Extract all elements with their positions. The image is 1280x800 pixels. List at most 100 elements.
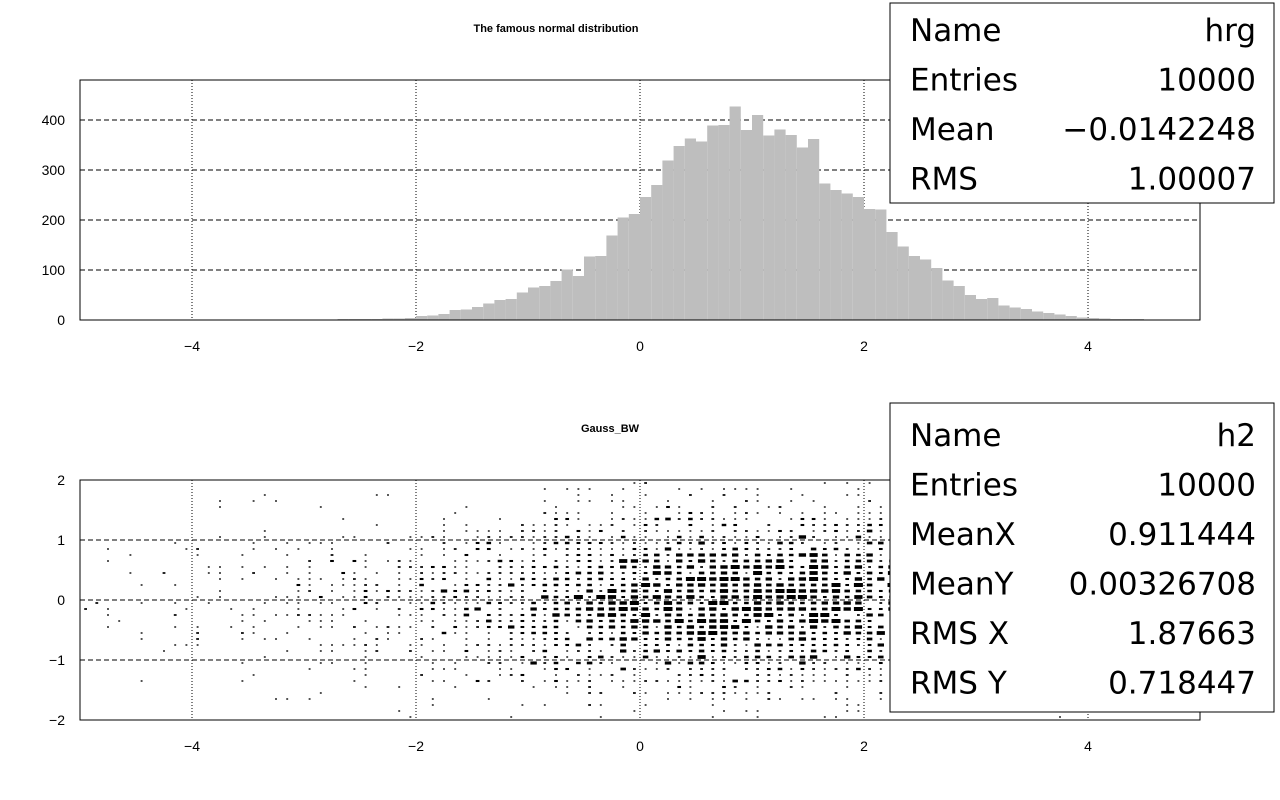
scatter-point — [364, 584, 367, 586]
scatter-point — [879, 638, 882, 640]
scatter-point — [767, 548, 771, 550]
scatter-point — [107, 560, 109, 562]
scatter-point — [263, 656, 266, 658]
histogram-bar — [1065, 316, 1077, 320]
scatter-point — [777, 541, 783, 545]
scatter-point — [487, 530, 490, 532]
scatter-point — [241, 680, 244, 682]
scatter-point — [553, 625, 559, 629]
scatter-point — [566, 650, 569, 652]
scatter-point — [676, 589, 682, 593]
scatter-point — [700, 680, 703, 682]
scatter-point — [655, 614, 659, 616]
scatter-point — [474, 607, 481, 611]
scatter-point — [800, 643, 805, 647]
scatter-point — [698, 541, 705, 545]
scatter-point — [387, 632, 389, 634]
scatter-point — [532, 620, 535, 622]
scatter-point — [308, 566, 311, 568]
scatter-point — [834, 560, 838, 562]
scatter-point — [308, 620, 311, 622]
scatter-point — [753, 589, 762, 593]
histogram-bar — [1099, 318, 1111, 320]
scatter-point — [765, 589, 772, 593]
scatter-point — [798, 637, 807, 641]
scatter-point — [689, 542, 692, 544]
scatter-point — [553, 661, 559, 665]
scatter-point — [654, 559, 660, 563]
scatter-point — [879, 692, 883, 694]
scatter-point — [642, 625, 649, 629]
scatter-point — [588, 668, 591, 670]
scatter-point — [678, 530, 681, 532]
scatter-point — [810, 595, 817, 599]
scatter-point — [721, 523, 727, 527]
scatter-point — [588, 524, 591, 526]
scatter-grid — [80, 480, 1200, 720]
scatter-point — [754, 559, 761, 563]
scatter-point — [633, 554, 636, 556]
scatter-point — [599, 548, 602, 550]
scatter-point — [442, 602, 446, 604]
scatter-point — [219, 506, 221, 508]
scatter-point — [686, 625, 695, 629]
scatter-point — [509, 602, 513, 604]
scatter-point — [566, 692, 569, 694]
scatter-point — [710, 637, 715, 641]
scatter-point — [631, 583, 638, 587]
scatter-point — [499, 536, 501, 538]
scatter-point — [831, 583, 841, 587]
scatter-point — [219, 500, 221, 502]
scatter-point — [788, 577, 795, 581]
scatter-point — [823, 506, 826, 508]
scatter-point — [420, 620, 423, 622]
stats-label: Mean — [910, 112, 994, 148]
scatter-point — [364, 554, 367, 556]
scatter-point — [720, 637, 728, 641]
scatter-point — [465, 644, 468, 646]
histogram-bar — [684, 138, 696, 320]
scatter-point — [835, 512, 837, 514]
scatter-point — [655, 668, 658, 670]
scatter-point — [587, 613, 592, 617]
scatter-point — [586, 619, 593, 623]
scatter-point — [711, 692, 715, 694]
scatter-point — [521, 530, 524, 532]
scatter-point — [531, 583, 536, 587]
scatter-point — [810, 601, 817, 605]
scatter-point — [530, 661, 537, 665]
scatter-point — [767, 524, 771, 526]
scatter-point — [553, 565, 559, 569]
scatter-point — [732, 679, 738, 683]
scatter-point — [532, 560, 535, 562]
histogram-bar — [987, 298, 999, 320]
scatter-point — [375, 644, 378, 646]
x-tick-label: 2 — [860, 738, 868, 754]
histogram-bar — [572, 276, 584, 320]
scatter-point — [698, 553, 705, 557]
scatter-point — [509, 596, 513, 598]
scatter-point — [798, 577, 807, 581]
scatter-point — [877, 577, 885, 581]
scatter-point — [554, 517, 558, 521]
scatter-point — [644, 704, 647, 706]
scatter-stats-box: Name h2 Entries 10000 MeanX 0.911444 MeanY 0.00… — [889, 402, 1275, 713]
scatter-point — [810, 547, 817, 551]
scatter-point — [834, 631, 838, 635]
scatter-point — [711, 698, 714, 700]
scatter-point — [835, 656, 837, 658]
scatter-point — [620, 613, 626, 617]
scatter-point — [465, 632, 468, 634]
scatter-point — [767, 680, 771, 682]
stats-label: RMS — [910, 162, 978, 198]
scatter-point — [790, 518, 793, 520]
scatter-point — [364, 644, 367, 646]
scatter-point — [565, 643, 570, 647]
scatter-point — [163, 650, 165, 652]
scatter-point — [633, 506, 636, 508]
scatter-point — [510, 548, 513, 550]
scatter-point — [767, 542, 770, 544]
scatter-point — [688, 559, 693, 563]
scatter-point — [509, 632, 513, 634]
histogram-bar — [942, 280, 954, 320]
